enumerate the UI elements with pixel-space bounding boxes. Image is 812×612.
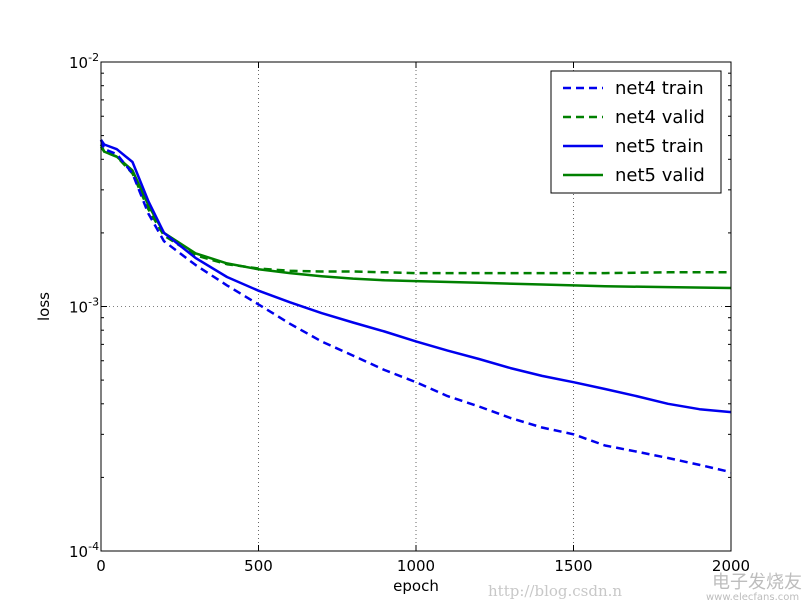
legend-label: net4 valid xyxy=(615,107,705,128)
axis-ticks: 0 500 1000 1500 2000 10-2 10-3 10-4 xyxy=(69,51,750,575)
y-tick-label: 10-3 xyxy=(69,296,99,317)
x-tick-label: 500 xyxy=(244,557,273,575)
watermark-logo-url: www.elecfans.com xyxy=(706,592,800,603)
legend: net4 train net4 valid net5 train net5 valid xyxy=(550,70,722,194)
legend-label: net5 train xyxy=(615,136,704,157)
series-line-net5-valid xyxy=(99,146,732,290)
x-tick-label: 0 xyxy=(96,557,106,575)
y-tick-label: 10-2 xyxy=(69,51,99,72)
legend-label: net4 train xyxy=(615,78,704,99)
watermark-logo: 电子发烧友 www.elecfans.com xyxy=(694,566,806,608)
y-axis-label: loss xyxy=(35,292,53,321)
legend-label: net5 valid xyxy=(615,165,705,186)
watermark-url: http://blog.csdn.n xyxy=(488,582,623,600)
plot-area xyxy=(99,139,732,474)
x-tick-label: 1000 xyxy=(397,557,435,575)
watermark-logo-text: 电子发烧友 xyxy=(712,572,802,593)
x-axis-label: epoch xyxy=(393,577,439,595)
series-line-net5-train xyxy=(99,139,732,414)
x-tick-label: 1500 xyxy=(554,557,592,575)
y-tick-label: 10-4 xyxy=(69,540,99,561)
x-tick-label: 2000 xyxy=(712,557,750,575)
legend-box xyxy=(550,70,722,194)
series-line-net4-train xyxy=(99,139,732,474)
